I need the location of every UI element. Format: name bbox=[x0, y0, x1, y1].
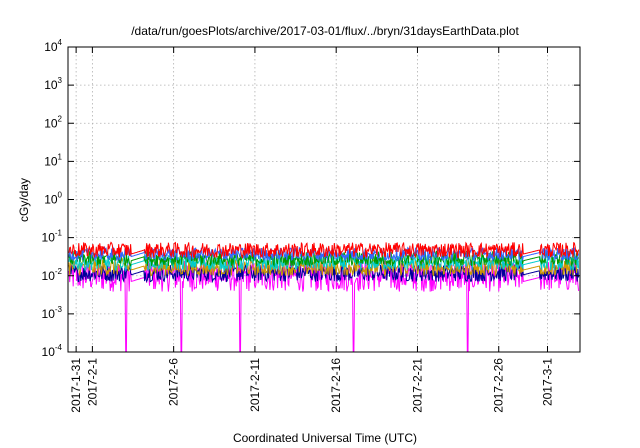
x-tick-label: 2017-2-6 bbox=[167, 358, 181, 406]
series-line bbox=[68, 241, 580, 260]
x-axis-label: Coordinated Universal Time (UTC) bbox=[233, 431, 417, 445]
x-tick-label: 2017-1-31 bbox=[69, 358, 83, 413]
y-tick-label: 10-2 bbox=[42, 267, 63, 283]
y-axis-label: cGy/day bbox=[17, 178, 31, 222]
y-ticks: 10-4 10-3 10-2 10-1 100 101 102 103 104 bbox=[42, 38, 580, 359]
chart-title: /data/run/goesPlots/archive/2017-03-01/f… bbox=[131, 24, 519, 38]
y-tick-label: 102 bbox=[44, 114, 62, 130]
x-tick-label: 2017-2-11 bbox=[248, 358, 262, 412]
grid bbox=[68, 47, 580, 352]
y-tick-label: 10-4 bbox=[42, 343, 63, 359]
y-tick-label: 103 bbox=[44, 76, 62, 92]
series-layer bbox=[68, 241, 580, 353]
y-tick-label: 104 bbox=[44, 38, 62, 54]
x-tick-label: 2017-3-1 bbox=[540, 358, 554, 406]
series-line bbox=[68, 253, 580, 272]
x-ticks: 2017-1-31 2017-2-1 2017-2-6 2017-2-11 2017-2… bbox=[69, 47, 554, 413]
x-tick-label: 2017-2-26 bbox=[492, 358, 506, 413]
series-line bbox=[68, 263, 580, 284]
y-tick-label: 10-1 bbox=[42, 229, 63, 245]
x-tick-label: 2017-2-21 bbox=[410, 358, 424, 413]
x-tick-label: 2017-2-16 bbox=[329, 358, 343, 413]
y-tick-label: 100 bbox=[44, 191, 62, 207]
y-tick-label: 10-3 bbox=[42, 305, 63, 321]
y-tick-label: 101 bbox=[44, 152, 62, 168]
x-tick-label: 2017-2-1 bbox=[85, 358, 99, 406]
